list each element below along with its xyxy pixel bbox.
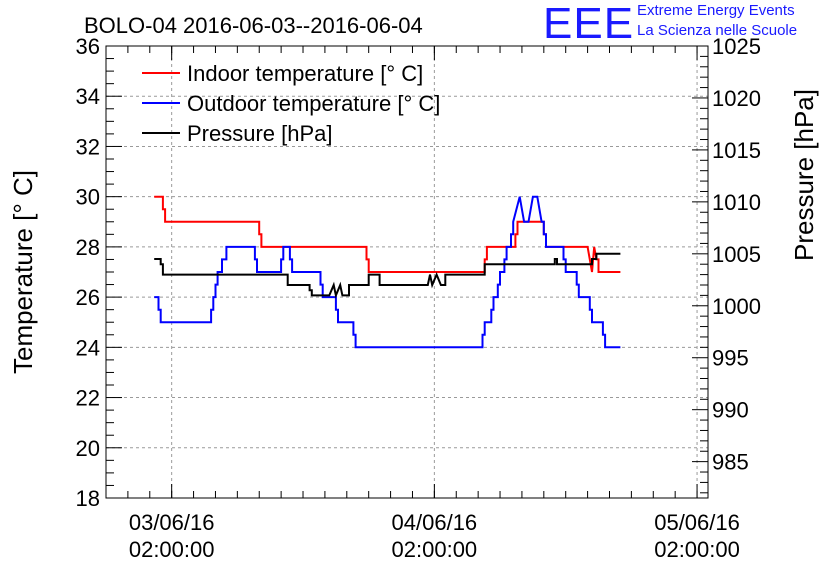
y-left-tick-label: 24 xyxy=(76,335,100,360)
y-right-tick-label: 1020 xyxy=(712,86,761,111)
y-axis-left: 18 20 22 24 26 28 30 32 34 36 xyxy=(76,34,122,511)
y-left-tick-label: 32 xyxy=(76,134,100,159)
y-right-tick-label: 985 xyxy=(712,450,749,475)
y-axis-left-label: Temperature [° C] xyxy=(8,170,38,374)
y-left-tick-label: 28 xyxy=(76,235,100,260)
y-right-tick-label: 1010 xyxy=(712,190,761,215)
plot-frame xyxy=(105,45,709,499)
y-right-tick-label: 1000 xyxy=(712,294,761,319)
series-line-2 xyxy=(154,195,621,349)
y-left-tick-label: 30 xyxy=(76,185,100,210)
x-axis: 03/06/1602:00:0004/06/1602:00:0005/06/16… xyxy=(105,46,740,562)
x-tick-label-time: 02:00:00 xyxy=(654,537,740,562)
y-left-tick-label: 18 xyxy=(76,486,100,511)
y-right-tick-label: 990 xyxy=(712,398,749,423)
chart-title: BOLO-04 2016-06-03--2016-06-04 xyxy=(84,13,423,38)
y-axis-right: 985 990 995 1000 1005 1010 1015 1020 1025 xyxy=(692,34,761,498)
y-left-tick-label: 20 xyxy=(76,436,100,461)
y-right-tick-label: 995 xyxy=(712,346,749,371)
eee-logo: EEE xyxy=(543,0,635,48)
y-axis-right-label: Pressure [hPa] xyxy=(789,89,819,261)
legend-label-3: Pressure [hPa] xyxy=(187,121,333,146)
series-layer xyxy=(154,195,621,349)
y-right-tick-label: 1005 xyxy=(712,242,761,267)
legend-label-2: Outdoor temperature [° C] xyxy=(187,91,440,116)
y-left-tick-label: 26 xyxy=(76,285,100,310)
y-left-tick-label: 22 xyxy=(76,386,100,411)
x-tick-label-date: 04/06/16 xyxy=(392,510,478,535)
y-right-tick-label: 1015 xyxy=(712,138,761,163)
y-left-tick-label: 36 xyxy=(76,34,100,59)
y-left-tick-label: 34 xyxy=(76,84,100,109)
x-tick-label-time: 02:00:00 xyxy=(129,537,215,562)
y-right-tick-label: 1025 xyxy=(712,34,761,59)
x-tick-label-date: 05/06/16 xyxy=(654,510,740,535)
x-tick-label-date: 03/06/16 xyxy=(129,510,215,535)
legend-label-1: Indoor temperature [° C] xyxy=(187,61,423,86)
legend: Indoor temperature [° C] Outdoor temperat… xyxy=(142,61,440,146)
logo-line-2: La Scienza nelle Scuole xyxy=(637,22,798,39)
logo-line-1: Extreme Energy Events xyxy=(637,2,795,19)
series-line-3 xyxy=(154,252,621,299)
series-line-1 xyxy=(154,195,621,273)
x-tick-label-time: 02:00:00 xyxy=(392,537,478,562)
